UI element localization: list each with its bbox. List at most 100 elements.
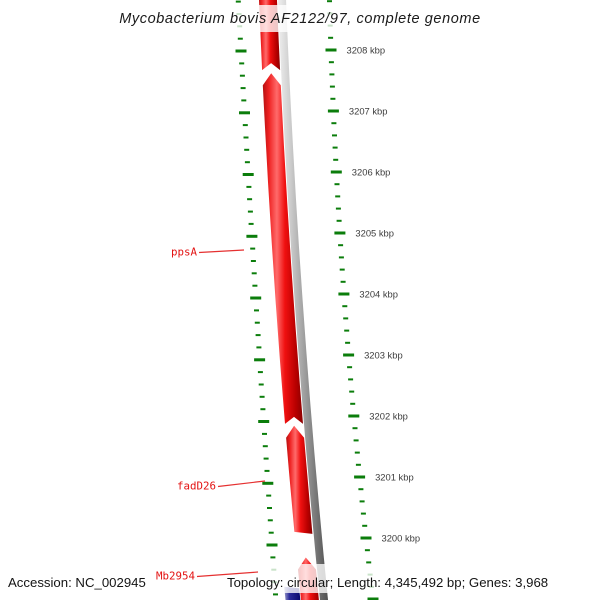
- ruler-tick-major-inner: [266, 543, 278, 547]
- ruler-tick-minor-inner: [239, 62, 245, 65]
- ruler-tick-minor-outer: [328, 61, 334, 64]
- ruler-tick-minor-outer: [355, 463, 361, 466]
- ruler-tick-major-inner: [250, 296, 262, 300]
- ruler-tick-minor-inner: [262, 432, 267, 435]
- ruler-tick-minor-inner: [254, 309, 259, 312]
- ruler-tick-minor-inner: [259, 395, 265, 398]
- ruler-tick-minor-inner: [263, 457, 269, 460]
- ruler-tick-minor-outer: [354, 451, 360, 454]
- ruler-tick-major-inner: [262, 481, 274, 485]
- ruler-tick-minor-outer: [333, 158, 339, 161]
- ruler-tick-major-outer: [338, 292, 350, 296]
- ruler-tick-minor-inner: [250, 260, 256, 262]
- status-background-box: [221, 564, 588, 593]
- ruler-kbp-label: 3204 kbp: [359, 289, 398, 300]
- ruler-tick-minor-outer: [348, 378, 354, 381]
- backbone-arc: [278, 0, 329, 600]
- gene-arc-fadD26: [286, 425, 313, 534]
- ruler-tick-minor-outer: [347, 366, 353, 369]
- ruler-tick-minor-inner: [241, 99, 247, 102]
- ruler-tick-minor-inner: [247, 210, 253, 213]
- ruler-tick-minor-outer: [344, 329, 350, 332]
- ruler-tick-minor-inner: [256, 346, 262, 349]
- ruler-tick-minor-outer: [336, 219, 342, 222]
- ruler-tick-minor-inner: [248, 222, 254, 225]
- ruler-tick-minor-inner: [239, 74, 245, 77]
- ruler-tick-minor-outer: [342, 305, 348, 308]
- gene-callout-labels: ppsA fadD26 Mb2954: [156, 246, 266, 583]
- ruler-tick-minor-outer: [340, 280, 346, 283]
- ruler-tick-major-outer: [343, 353, 355, 357]
- ruler-tick-minor-outer: [331, 122, 337, 125]
- ruler-tick-minor-inner: [267, 519, 273, 522]
- ruler-tick-minor-outer: [335, 207, 341, 210]
- ruler-tick-minor-outer: [353, 439, 359, 442]
- accession-text: Accession: NC_002945: [8, 575, 146, 590]
- ruler-kbp-label: 3200 kbp: [382, 533, 421, 544]
- ruler-tick-minor-outer: [332, 146, 338, 149]
- gene-leader-line-ppsA: [198, 249, 245, 254]
- ruler-tick-major-outer: [360, 536, 372, 540]
- ruler-tick-minor-outer: [343, 317, 349, 320]
- ruler-tick-minor-inner: [246, 185, 252, 188]
- ruler-tick-minor-outer: [334, 183, 340, 186]
- ruler-tick-major-outer: [367, 597, 379, 600]
- ruler-tick-minor-outer: [360, 512, 366, 515]
- ruler-tick-minor-outer: [335, 195, 341, 198]
- ruler-tick-minor-inner: [240, 87, 246, 90]
- ruler-tick-minor-inner: [254, 321, 260, 324]
- ruler-tick-minor-outer: [366, 561, 372, 564]
- ruler-kbp-label: 3206 kbp: [352, 167, 391, 178]
- ruler-kbp-label: 3208 kbp: [347, 45, 386, 56]
- ruler-tick-minor-inner: [247, 198, 253, 201]
- ruler-tick-major-outer: [330, 170, 342, 174]
- ruler-tick-minor-inner: [260, 408, 266, 411]
- ruler-tick-minor-inner: [244, 161, 250, 164]
- ruler-tick-minor-inner: [250, 247, 256, 250]
- ruler-tick-minor-inner: [243, 136, 249, 139]
- ruler-tick-minor-inner: [264, 469, 270, 472]
- ruler-tick-major-inner: [258, 420, 270, 423]
- ruler-tick-minor-inner: [255, 334, 261, 337]
- ruler-tick-minor-inner: [273, 593, 278, 596]
- ruler-tick-minor-outer: [329, 85, 335, 88]
- topology-length-genes-text: Topology: circular; Length: 4,345,492 bp…: [227, 575, 548, 590]
- ruler-tick-minor-inner: [262, 445, 268, 448]
- ruler-kbp-label: 3203 kbp: [364, 350, 403, 361]
- ruler-tick-minor-outer: [332, 134, 337, 137]
- map-title: Mycobacterium bovis AF2122/97, complete …: [119, 11, 481, 27]
- ruler-tick-minor-inner: [235, 0, 241, 3]
- ruler-tick-minor-inner: [257, 371, 263, 374]
- gene-label-ppsA: ppsA: [171, 246, 198, 259]
- ruler-kbp-label: 3201 kbp: [375, 472, 414, 483]
- ruler-tick-minor-outer: [349, 390, 355, 393]
- ruler-tick-minor-inner: [267, 507, 272, 509]
- ruler-tick-major-inner: [239, 111, 250, 115]
- ruler-tick-minor-outer: [328, 36, 334, 39]
- ruler-tick-minor-inner: [268, 531, 274, 534]
- ruler-tick-minor-inner: [252, 284, 258, 287]
- gene-leader-line-Mb2954: [196, 571, 259, 578]
- ruler-ticks: [235, 0, 379, 600]
- ruler-tick-minor-outer: [339, 268, 345, 271]
- ruler-tick-minor-outer: [327, 0, 332, 3]
- ruler-tick-minor-inner: [237, 37, 243, 40]
- ruler-tick-minor-inner: [258, 383, 264, 386]
- ruler-tick-major-outer: [348, 414, 360, 418]
- ruler-tick-major-inner: [242, 173, 254, 176]
- ruler-tick-major-inner: [235, 49, 247, 53]
- ruler-kbp-label: 3202 kbp: [369, 411, 408, 422]
- ruler-tick-major-inner: [246, 234, 258, 238]
- ruler-tick-minor-inner: [270, 556, 276, 559]
- ruler-kbp-label: 3205 kbp: [355, 228, 394, 239]
- title-background-box: [112, 5, 488, 32]
- ruler-tick-minor-outer: [330, 97, 336, 100]
- gene-arc-ppsA: [262, 73, 303, 424]
- ruler-tick-major-outer: [334, 231, 346, 235]
- ruler-tick-minor-outer: [362, 524, 368, 527]
- ruler-kbp-labels: 3208 kbp 3207 kbp 3206 kbp 3205 kbp 3204 kbp…: [347, 45, 421, 544]
- ruler-tick-minor-outer: [352, 427, 358, 430]
- ruler-tick-major-outer: [325, 48, 337, 52]
- ruler-tick-minor-outer: [364, 549, 370, 552]
